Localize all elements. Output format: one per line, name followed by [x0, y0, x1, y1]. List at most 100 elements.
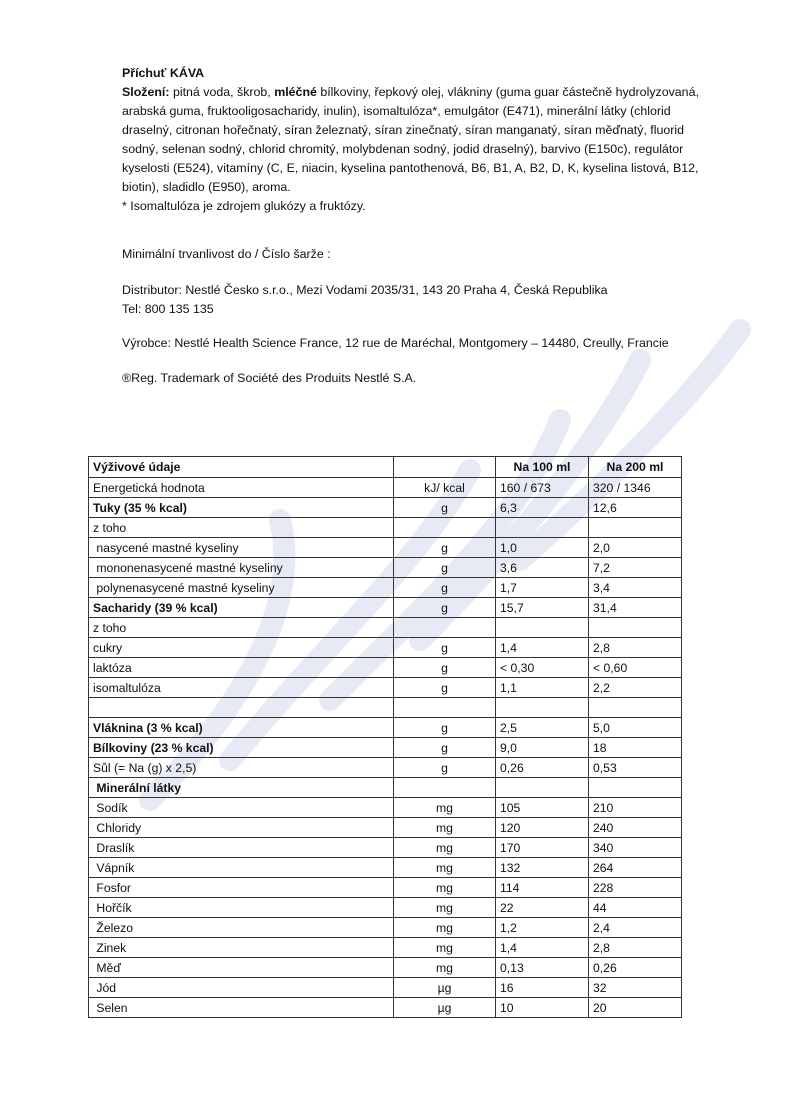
- table-row: Měď mg 0,13 0,26: [88, 957, 682, 978]
- value-200ml: 20: [588, 997, 682, 1018]
- table-row: Fosfor mg 114 228: [88, 877, 682, 898]
- unit: g: [393, 637, 496, 658]
- nutrient-name: Bílkoviny (23 % kcal): [88, 737, 394, 758]
- value-100ml: 1,7: [495, 577, 589, 598]
- unit: g: [393, 537, 496, 558]
- value-200ml: 264: [588, 857, 682, 878]
- nutrient-name: Měď: [88, 957, 394, 978]
- table-row: isomaltulóza g 1,1 2,2: [88, 677, 682, 698]
- nutrient-name: polynenasycené mastné kyseliny: [88, 577, 394, 598]
- unit: g: [393, 577, 496, 598]
- value-100ml: 1,0: [495, 537, 589, 558]
- unit: [393, 697, 496, 718]
- nutrient-name: z toho: [88, 617, 394, 638]
- table-row: polynenasycené mastné kyseliny g 1,7 3,4: [88, 577, 682, 598]
- nutrient-name: z toho: [88, 517, 394, 538]
- table-row: Sodík mg 105 210: [88, 797, 682, 818]
- table-header: Výživové údaje Na 100 ml Na 200 ml: [88, 456, 682, 478]
- value-100ml: 10: [495, 997, 589, 1018]
- table-row: Tuky (35 % kcal) g 6,3 12,6: [88, 497, 682, 518]
- nutrient-name: Sacharidy (39 % kcal): [88, 597, 394, 618]
- value-200ml: 2,8: [588, 637, 682, 658]
- table-row: Vápník mg 132 264: [88, 857, 682, 878]
- nutrient-name: Minerální látky: [88, 777, 394, 798]
- value-200ml: 44: [588, 897, 682, 918]
- value-100ml: 105: [495, 797, 589, 818]
- table-row: Energetická hodnota kJ/ kcal 160 / 673 320 …: [88, 477, 682, 498]
- header-cell: Na 100 ml: [495, 456, 589, 478]
- header-cell: Na 200 ml: [588, 456, 682, 478]
- unit: mg: [393, 877, 496, 898]
- value-200ml: [588, 697, 682, 718]
- value-200ml: 5,0: [588, 717, 682, 738]
- value-200ml: 7,2: [588, 557, 682, 578]
- table-row: Bílkoviny (23 % kcal) g 9,0 18: [88, 737, 682, 758]
- header-cell: Výživové údaje: [88, 456, 394, 478]
- nutrient-name: Draslík: [88, 837, 394, 858]
- value-200ml: 210: [588, 797, 682, 818]
- value-100ml: [495, 777, 589, 798]
- table-row: cukry g 1,4 2,8: [88, 637, 682, 658]
- nutrient-name: Selen: [88, 997, 394, 1018]
- unit: [393, 777, 496, 798]
- value-100ml: 1,2: [495, 917, 589, 938]
- unit: µg: [393, 977, 496, 998]
- value-200ml: 2,8: [588, 937, 682, 958]
- table-row: Železo mg 1,2 2,4: [88, 917, 682, 938]
- best-before: Minimální trvanlivost do / Číslo šarže :: [122, 247, 331, 261]
- value-200ml: 3,4: [588, 577, 682, 598]
- unit: mg: [393, 897, 496, 918]
- value-100ml: 15,7: [495, 597, 589, 618]
- value-200ml: 2,4: [588, 917, 682, 938]
- unit: mg: [393, 837, 496, 858]
- value-100ml: 0,26: [495, 757, 589, 778]
- ingredients-label: Složení:: [122, 85, 170, 99]
- value-200ml: 18: [588, 737, 682, 758]
- value-200ml: 228: [588, 877, 682, 898]
- unit: g: [393, 737, 496, 758]
- unit: mg: [393, 817, 496, 838]
- table-row: Chloridy mg 120 240: [88, 817, 682, 838]
- nutrient-name: nasycené mastné kyseliny: [88, 537, 394, 558]
- value-200ml: [588, 777, 682, 798]
- unit: kJ/ kcal: [393, 477, 496, 498]
- value-100ml: < 0,30: [495, 657, 589, 678]
- footnote: * Isomaltulóza je zdrojem glukózy a fruk…: [122, 199, 366, 213]
- composition-block: Příchuť KÁVA Složení: pitná voda, škrob,…: [122, 64, 722, 216]
- value-200ml: 0,26: [588, 957, 682, 978]
- value-200ml: [588, 617, 682, 638]
- value-200ml: 2,0: [588, 537, 682, 558]
- value-100ml: 114: [495, 877, 589, 898]
- value-200ml: 32: [588, 977, 682, 998]
- value-100ml: 120: [495, 817, 589, 838]
- nutrient-name: Fosfor: [88, 877, 394, 898]
- table-row: mononenasycené mastné kyseliny g 3,6 7,2: [88, 557, 682, 578]
- table-row: Hořčík mg 22 44: [88, 897, 682, 918]
- nutrient-name: [88, 697, 394, 718]
- distributor: Distributor: Nestlé Česko s.r.o., Mezi V…: [122, 283, 608, 297]
- unit: mg: [393, 957, 496, 978]
- nutrient-name: mononenasycené mastné kyseliny: [88, 557, 394, 578]
- nutrient-name: Hořčík: [88, 897, 394, 918]
- value-200ml: 0,53: [588, 757, 682, 778]
- table-row: Draslík mg 170 340: [88, 837, 682, 858]
- header-cell: [393, 456, 496, 478]
- value-100ml: 1,4: [495, 637, 589, 658]
- value-100ml: 16: [495, 977, 589, 998]
- nutrient-name: Jód: [88, 977, 394, 998]
- unit: g: [393, 557, 496, 578]
- table-row: Vláknina (3 % kcal) g 2,5 5,0: [88, 717, 682, 738]
- unit: g: [393, 657, 496, 678]
- trademark: ®Reg. Trademark of Société des Produits …: [122, 371, 417, 385]
- nutrient-name: Tuky (35 % kcal): [88, 497, 394, 518]
- value-100ml: 1,4: [495, 937, 589, 958]
- nutrient-name: laktóza: [88, 657, 394, 678]
- nutrition-table: Výživové údaje Na 100 ml Na 200 ml Energ…: [88, 456, 682, 1018]
- value-100ml: [495, 697, 589, 718]
- value-100ml: 6,3: [495, 497, 589, 518]
- nutrient-name: cukry: [88, 637, 394, 658]
- unit: g: [393, 677, 496, 698]
- value-100ml: [495, 517, 589, 538]
- unit: mg: [393, 917, 496, 938]
- unit: [393, 517, 496, 538]
